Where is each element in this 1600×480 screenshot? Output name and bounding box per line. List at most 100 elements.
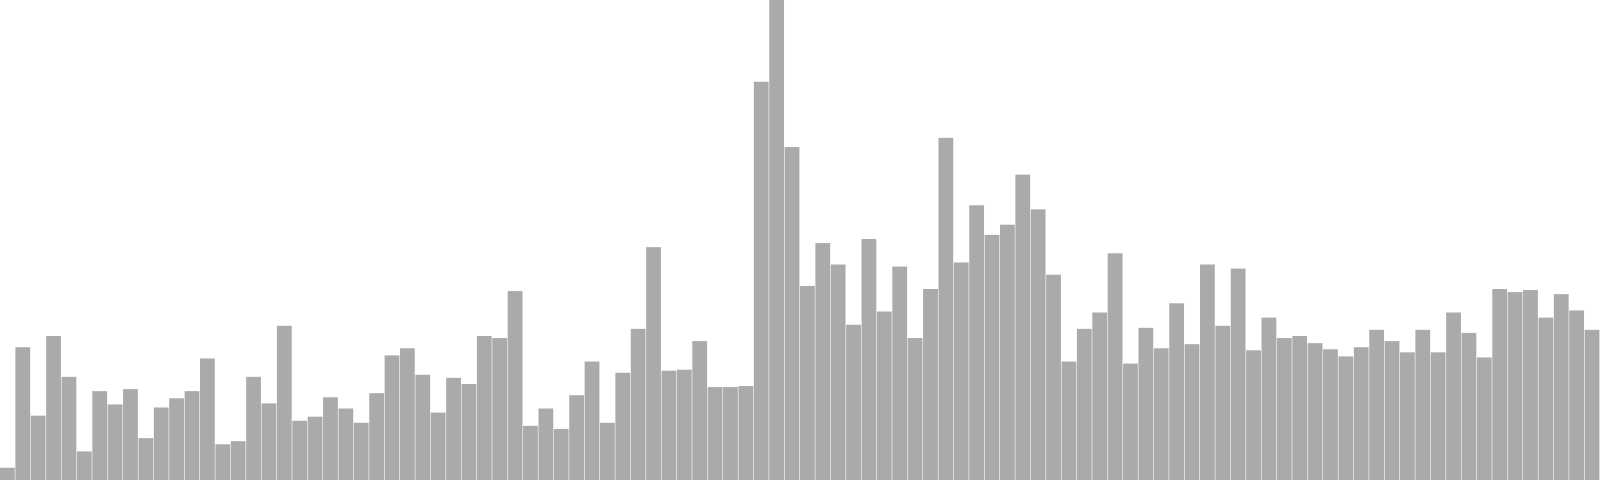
bar bbox=[30, 415, 46, 480]
bar bbox=[923, 289, 938, 480]
bar bbox=[292, 420, 308, 480]
bar bbox=[861, 238, 877, 480]
bar bbox=[1523, 290, 1538, 480]
bar bbox=[676, 369, 692, 480]
bar bbox=[46, 336, 61, 480]
bar bbox=[1430, 352, 1446, 480]
bar bbox=[738, 386, 754, 480]
bar bbox=[446, 377, 461, 480]
bar bbox=[1230, 268, 1246, 480]
bar bbox=[1107, 253, 1123, 480]
bar bbox=[1476, 357, 1492, 480]
bar bbox=[369, 393, 385, 480]
bar bbox=[92, 391, 108, 480]
bar bbox=[892, 266, 908, 480]
bar bbox=[646, 247, 661, 480]
bar bbox=[769, 0, 785, 480]
bar bbox=[1092, 312, 1108, 480]
bar bbox=[1384, 341, 1400, 480]
bar bbox=[846, 324, 861, 480]
bar bbox=[492, 338, 508, 480]
bar bbox=[1030, 209, 1046, 480]
bar bbox=[1292, 336, 1308, 480]
bar bbox=[1584, 329, 1600, 480]
bar bbox=[169, 398, 185, 480]
bar bbox=[938, 137, 954, 480]
bar bbox=[1538, 317, 1554, 480]
bar bbox=[184, 391, 200, 480]
bar bbox=[107, 404, 123, 480]
bar bbox=[907, 338, 923, 480]
bar bbox=[138, 438, 154, 480]
bar bbox=[153, 407, 169, 480]
bar bbox=[61, 376, 77, 480]
bar bbox=[630, 328, 646, 480]
bar bbox=[1246, 350, 1261, 480]
bar bbox=[600, 422, 615, 480]
bar bbox=[307, 416, 323, 480]
bar bbox=[1200, 264, 1215, 480]
bar bbox=[353, 422, 369, 480]
bar bbox=[1169, 303, 1185, 480]
bar bbox=[984, 234, 1000, 480]
bar bbox=[1415, 329, 1431, 480]
bar bbox=[1123, 363, 1138, 480]
bar bbox=[1461, 332, 1477, 480]
bar bbox=[723, 387, 738, 480]
bar bbox=[584, 361, 600, 480]
bar bbox=[538, 408, 554, 480]
bar bbox=[323, 397, 338, 480]
bar bbox=[1138, 327, 1154, 480]
bar bbox=[800, 285, 815, 480]
bar bbox=[246, 376, 261, 480]
bar bbox=[461, 384, 477, 480]
bar bbox=[1000, 224, 1015, 480]
bar bbox=[1046, 274, 1061, 480]
bar bbox=[1507, 292, 1523, 480]
bar bbox=[830, 264, 846, 480]
bar bbox=[953, 262, 969, 480]
bar bbox=[507, 291, 523, 480]
bar bbox=[969, 205, 985, 480]
bar bbox=[553, 428, 569, 480]
bar bbox=[200, 358, 215, 480]
bar bbox=[1015, 174, 1031, 480]
bar bbox=[784, 147, 800, 480]
bar bbox=[1400, 352, 1415, 480]
bar bbox=[1184, 344, 1200, 480]
bar bbox=[400, 348, 415, 480]
bar bbox=[276, 325, 292, 480]
bar bbox=[707, 387, 723, 480]
bar bbox=[523, 425, 538, 480]
bar bbox=[1353, 347, 1369, 480]
bar bbox=[1569, 310, 1585, 480]
bar bbox=[76, 451, 92, 480]
bar bbox=[1492, 289, 1508, 480]
bar bbox=[661, 370, 677, 480]
bar bbox=[1061, 361, 1077, 480]
bar bbox=[338, 408, 354, 480]
bar bbox=[815, 243, 831, 480]
bar bbox=[15, 347, 31, 480]
bar bbox=[384, 355, 400, 480]
bar bbox=[615, 372, 631, 480]
bar bbox=[1369, 329, 1385, 480]
bar bbox=[1323, 349, 1338, 480]
bar bbox=[876, 311, 892, 480]
bar bbox=[1153, 348, 1169, 480]
bar bbox=[1276, 338, 1292, 480]
bar bbox=[569, 395, 585, 480]
bar bbox=[1446, 312, 1461, 480]
bar bbox=[0, 467, 15, 480]
bar bbox=[430, 412, 446, 480]
bar bbox=[1215, 325, 1231, 480]
bar bbox=[1307, 343, 1323, 480]
bar bbox=[1338, 356, 1354, 480]
bar bbox=[261, 403, 277, 480]
bar bbox=[1076, 328, 1092, 480]
bar bbox=[215, 444, 231, 480]
bar bbox=[476, 336, 492, 480]
bar bbox=[1553, 294, 1569, 480]
bar bbox=[1261, 317, 1277, 480]
